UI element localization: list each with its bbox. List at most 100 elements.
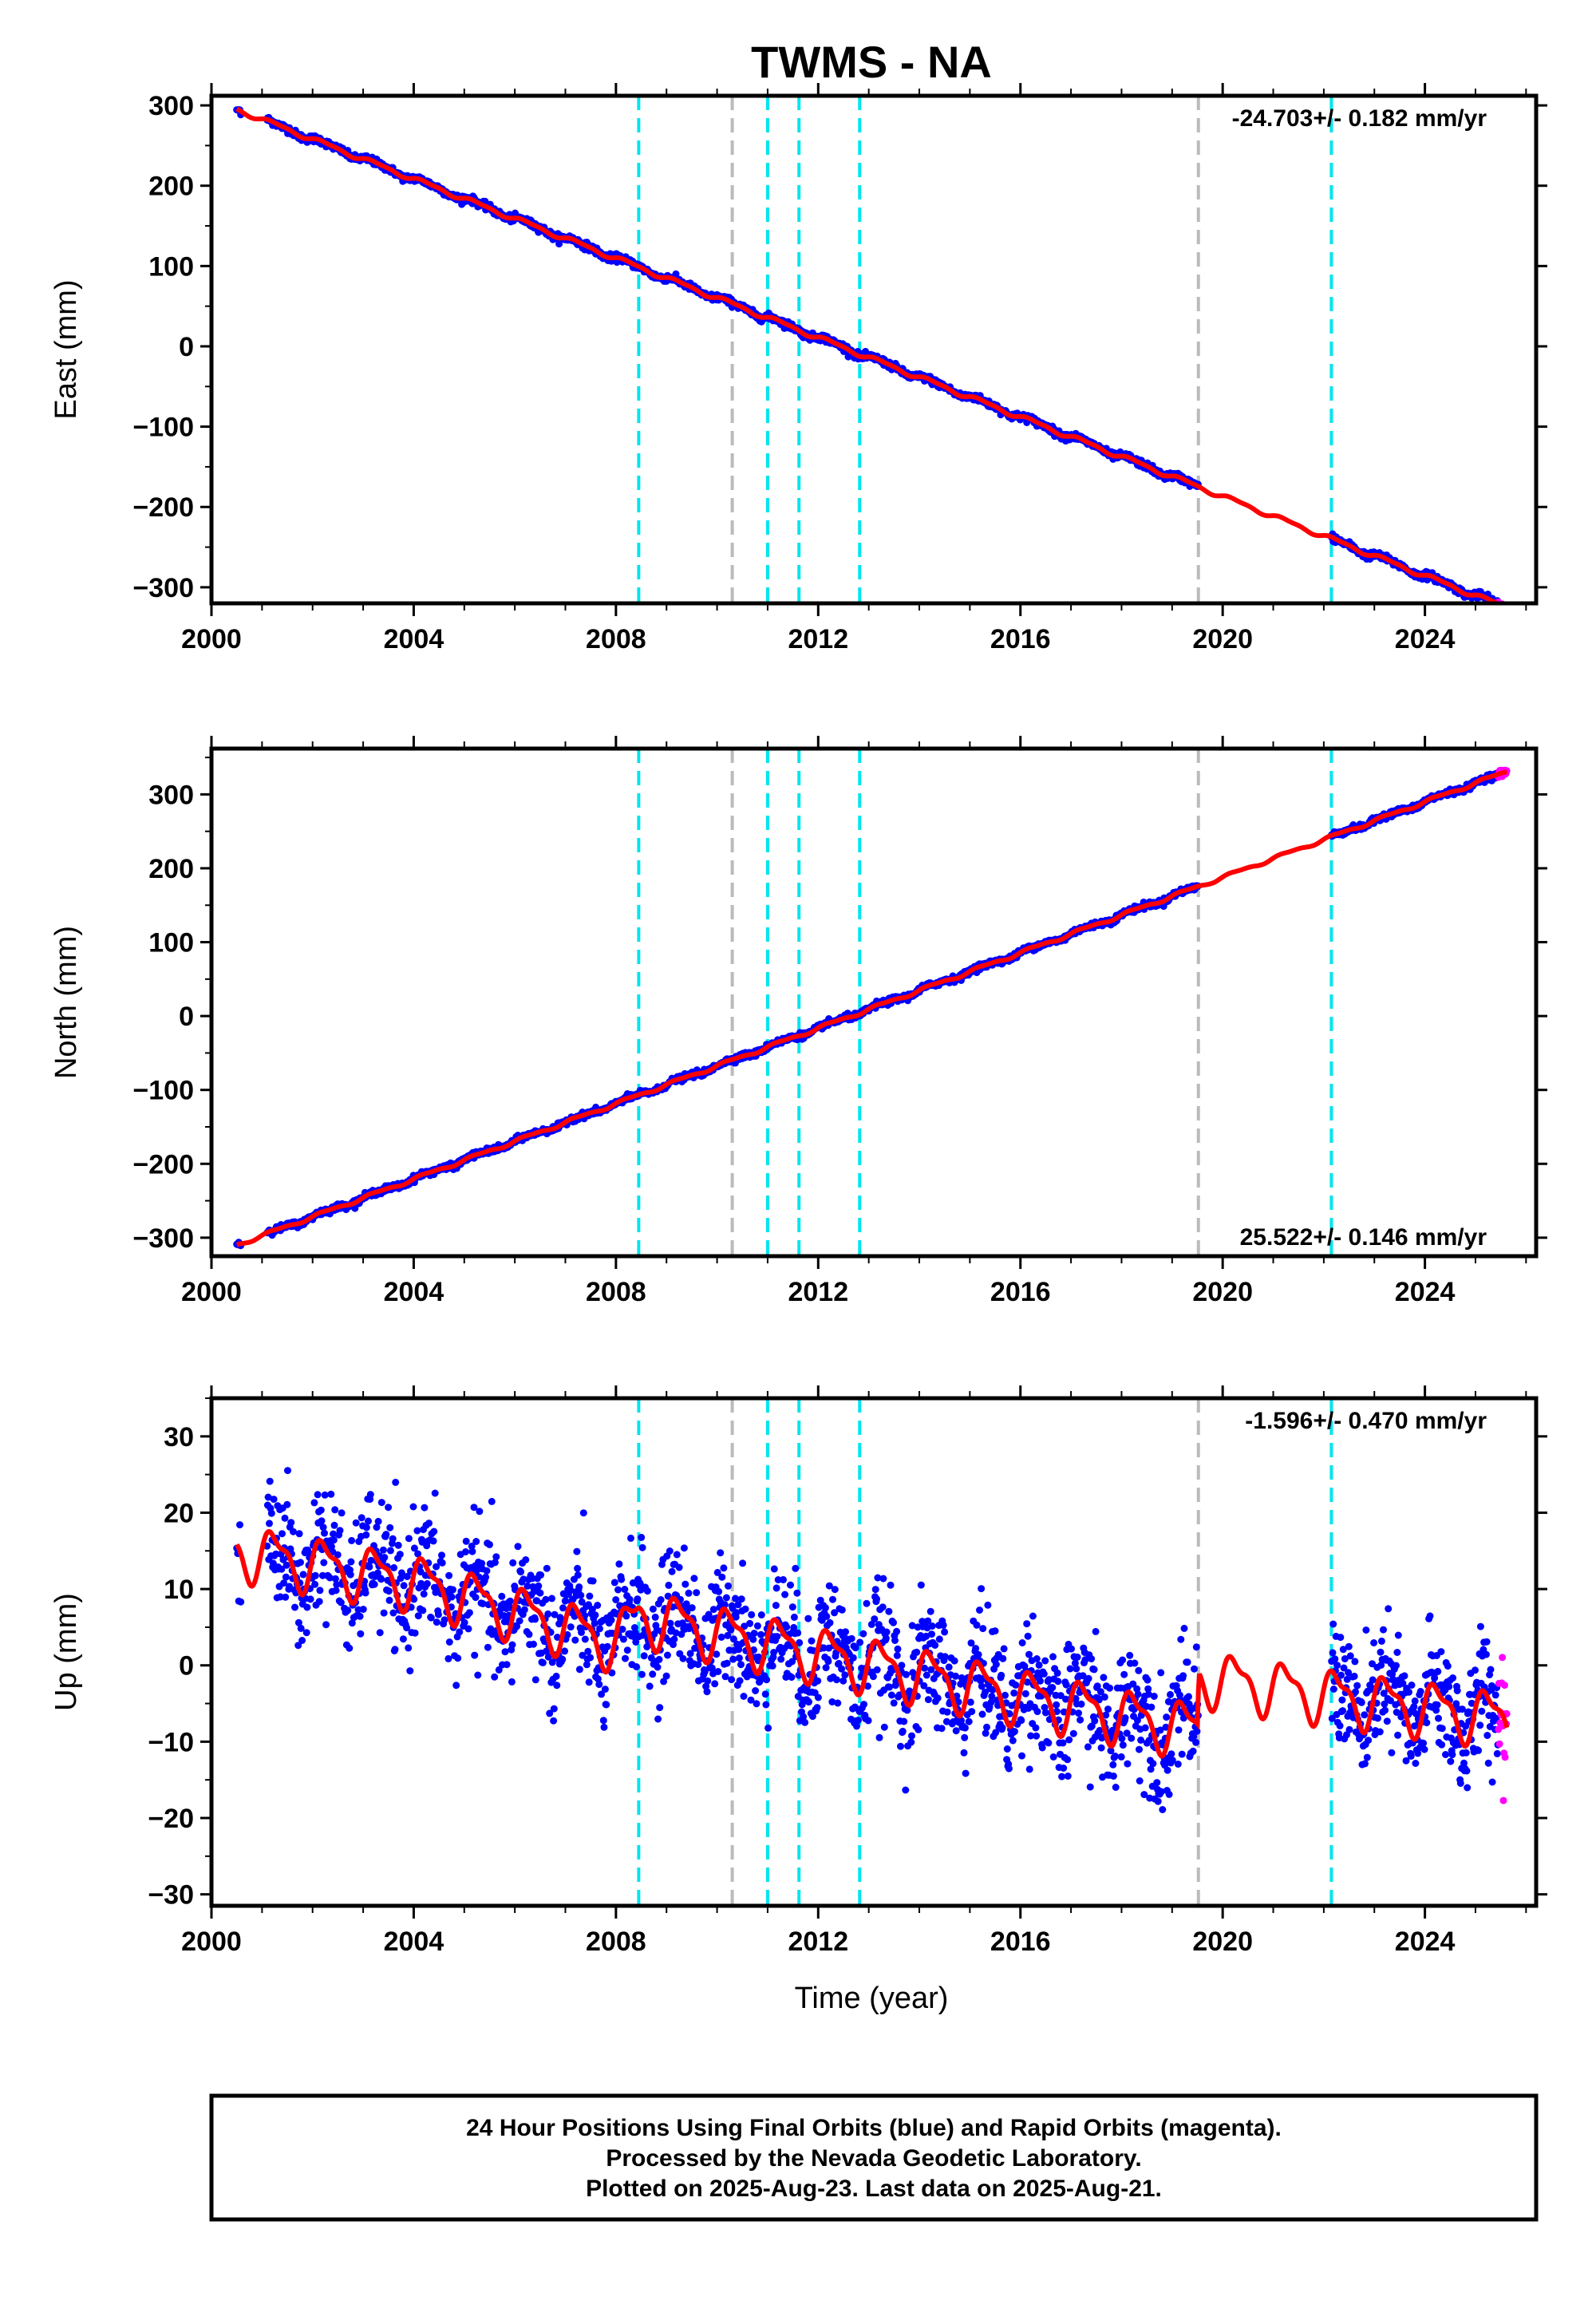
final-orbit-point xyxy=(444,1654,452,1662)
final-orbit-point xyxy=(482,1573,490,1581)
final-orbit-point xyxy=(348,1536,356,1544)
east-xtick-label: 2004 xyxy=(384,624,444,654)
final-orbit-point xyxy=(389,1535,397,1543)
final-orbit-point xyxy=(282,1593,290,1601)
north-ytick-label: 0 xyxy=(179,1002,194,1032)
north-ytick-label: 100 xyxy=(148,928,194,958)
final-orbit-point xyxy=(508,1641,516,1649)
final-orbit-point xyxy=(433,1618,440,1626)
east-frame xyxy=(209,93,1539,606)
final-orbit-point xyxy=(514,1543,522,1551)
final-orbit-point xyxy=(601,1686,609,1694)
final-orbit-point xyxy=(281,1514,289,1522)
final-orbit-point xyxy=(287,1519,295,1527)
final-orbit-point xyxy=(396,1551,404,1559)
final-orbit-point xyxy=(634,1595,642,1603)
final-orbit-point xyxy=(607,1616,615,1624)
final-orbit-point xyxy=(386,1547,394,1555)
north-xtick-label: 2024 xyxy=(1395,1277,1456,1307)
final-orbit-point xyxy=(535,1582,543,1590)
rapid-orbit-point xyxy=(1501,605,1508,612)
final-orbit-point xyxy=(587,1654,595,1662)
final-orbit-point xyxy=(320,1559,328,1567)
final-orbit-point xyxy=(622,1654,629,1662)
final-orbit-point xyxy=(448,1593,456,1601)
final-orbit-point xyxy=(430,1528,438,1535)
final-orbit-point xyxy=(270,1496,278,1504)
final-orbit-point xyxy=(452,1682,460,1690)
final-orbit-point xyxy=(322,1621,330,1629)
east-event-lines xyxy=(637,96,1333,603)
final-orbit-point xyxy=(358,1514,365,1522)
north-event-lines xyxy=(637,749,1333,1256)
north-rate-label: 25.522+/- 0.146 mm/yr xyxy=(1240,1224,1487,1251)
final-orbit-point xyxy=(295,1530,303,1538)
final-orbit-point xyxy=(591,1619,598,1627)
final-orbit-point xyxy=(419,1607,427,1614)
final-orbit-point xyxy=(465,1609,473,1617)
final-orbit-point xyxy=(352,1519,360,1527)
final-orbit-point xyxy=(362,1524,370,1531)
final-orbit-point xyxy=(550,1717,558,1725)
east-xtick-label: 2000 xyxy=(181,624,242,654)
final-orbit-point xyxy=(356,1612,364,1620)
final-orbit-point xyxy=(303,1603,311,1611)
final-orbit-point xyxy=(651,1613,659,1621)
final-orbit-point xyxy=(431,1489,439,1497)
final-orbit-point xyxy=(298,1637,306,1644)
final-orbit-point xyxy=(531,1676,539,1684)
final-orbit-point xyxy=(314,1491,322,1499)
final-orbit-point xyxy=(539,1658,547,1666)
final-orbit-point xyxy=(649,1605,657,1613)
final-orbit-point xyxy=(603,1642,611,1650)
final-orbit-point xyxy=(361,1589,369,1597)
final-orbit-point xyxy=(492,1553,500,1561)
final-orbit-point xyxy=(633,1663,640,1670)
final-orbit-point xyxy=(365,1517,372,1525)
final-orbit-point xyxy=(657,1596,665,1603)
final-orbit-point xyxy=(382,1531,390,1539)
final-orbit-point xyxy=(619,1635,627,1643)
rapid-orbit-point xyxy=(1497,606,1504,613)
final-orbit-point xyxy=(498,1592,506,1600)
final-orbit-point xyxy=(488,1497,496,1505)
final-orbit-point xyxy=(638,1543,646,1551)
final-orbit-point xyxy=(391,1646,399,1654)
final-orbit-point xyxy=(589,1577,597,1585)
final-orbit-point xyxy=(483,1567,491,1575)
final-orbit-point xyxy=(561,1647,569,1655)
final-orbit-point xyxy=(346,1571,354,1579)
final-orbit-point xyxy=(503,1661,511,1669)
final-orbit-point xyxy=(486,1540,493,1548)
final-orbit-point xyxy=(411,1629,419,1637)
east-xtick-label: 2008 xyxy=(586,624,646,654)
final-orbit-point xyxy=(522,1556,530,1563)
final-orbit-point xyxy=(668,1567,676,1575)
final-orbit-point xyxy=(406,1667,414,1675)
final-orbit-point xyxy=(575,1666,583,1674)
final-orbit-point xyxy=(665,1581,673,1589)
final-orbit-point xyxy=(623,1646,631,1654)
final-orbit-point xyxy=(476,1508,484,1516)
final-orbit-point xyxy=(681,1580,689,1588)
final-orbit-point xyxy=(445,1571,453,1579)
final-orbit-point xyxy=(413,1527,421,1535)
final-orbit-point xyxy=(693,1589,701,1597)
final-orbit-point xyxy=(462,1537,470,1545)
final-orbit-point xyxy=(472,1538,480,1545)
final-orbit-point xyxy=(330,1521,338,1529)
north-ytick-label: −300 xyxy=(132,1223,194,1254)
final-orbit-point xyxy=(508,1678,516,1686)
east-ytick-label: −200 xyxy=(132,492,194,523)
final-orbit-point xyxy=(643,1587,651,1595)
final-orbit-point xyxy=(574,1564,582,1572)
east-xtick-label: 2016 xyxy=(990,624,1051,654)
final-orbit-point xyxy=(445,1638,453,1646)
final-orbit-point xyxy=(376,1629,384,1637)
final-orbit-point xyxy=(675,1563,683,1571)
final-orbit-point xyxy=(574,1571,582,1579)
final-orbit-point xyxy=(321,1491,329,1499)
